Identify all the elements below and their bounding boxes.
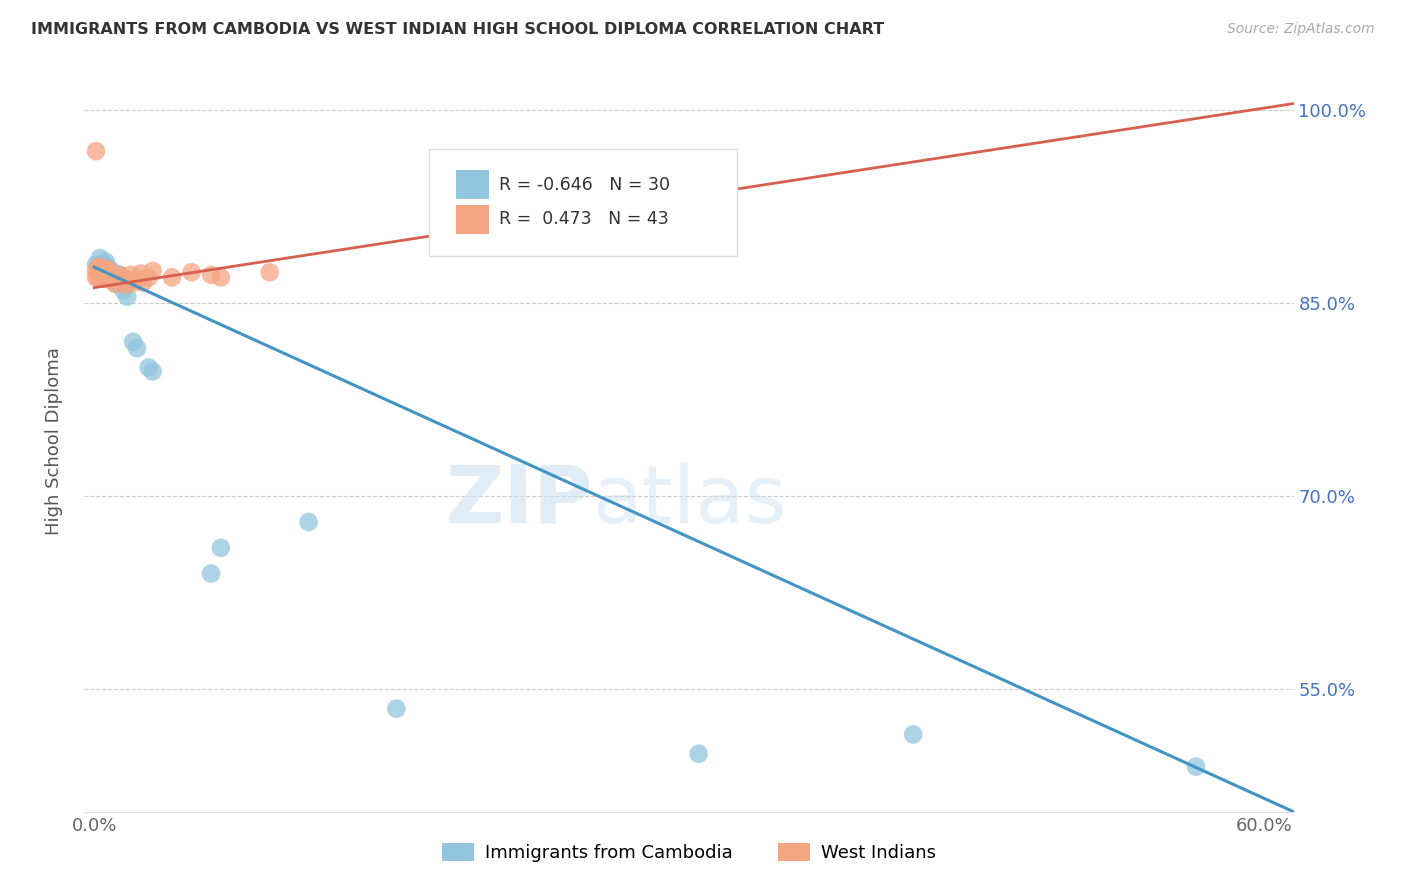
- Point: [100, 270, 122, 285]
- Text: R =  0.473   N = 43: R = 0.473 N = 43: [499, 211, 669, 228]
- Point: [93, 262, 115, 277]
- Point: [107, 273, 129, 287]
- Point: [87, 260, 110, 274]
- Point: [903, 727, 925, 741]
- Point: [93, 268, 115, 282]
- Point: [108, 268, 131, 282]
- Point: [453, 232, 475, 246]
- Point: [87, 260, 110, 274]
- Point: [89, 268, 111, 282]
- Text: atlas: atlas: [592, 462, 786, 540]
- Point: [117, 290, 139, 304]
- Point: [688, 747, 710, 761]
- Point: [84, 258, 107, 272]
- Point: [90, 271, 112, 285]
- Point: [89, 251, 111, 265]
- Point: [1185, 759, 1208, 773]
- Point: [84, 270, 107, 285]
- Point: [122, 276, 145, 290]
- Point: [84, 144, 107, 158]
- Point: [114, 278, 136, 293]
- Point: [209, 270, 232, 285]
- Point: [120, 268, 142, 282]
- Point: [93, 271, 115, 285]
- Text: R = -0.646   N = 30: R = -0.646 N = 30: [499, 176, 671, 194]
- Point: [385, 702, 408, 716]
- Point: [142, 364, 165, 378]
- Point: [90, 262, 112, 277]
- Point: [142, 264, 165, 278]
- Point: [129, 267, 152, 281]
- Point: [571, 154, 593, 169]
- Point: [200, 268, 222, 282]
- Point: [90, 264, 112, 278]
- Point: [94, 262, 117, 277]
- Point: [298, 515, 321, 529]
- Point: [104, 277, 127, 291]
- Point: [132, 276, 155, 290]
- Point: [90, 268, 112, 282]
- Point: [90, 258, 112, 272]
- Point: [87, 264, 110, 278]
- Point: [94, 265, 117, 279]
- Y-axis label: High School Diploma: High School Diploma: [45, 348, 63, 535]
- Point: [94, 255, 117, 269]
- FancyBboxPatch shape: [456, 169, 489, 200]
- Point: [108, 268, 131, 282]
- Point: [117, 273, 139, 287]
- Point: [200, 566, 222, 581]
- Point: [209, 541, 232, 555]
- Point: [93, 260, 115, 274]
- Point: [98, 273, 121, 287]
- Point: [98, 270, 121, 285]
- FancyBboxPatch shape: [429, 149, 737, 257]
- Point: [138, 270, 160, 285]
- Point: [94, 262, 117, 277]
- FancyBboxPatch shape: [456, 204, 489, 235]
- Point: [259, 265, 281, 279]
- Legend: Immigrants from Cambodia, West Indians: Immigrants from Cambodia, West Indians: [434, 836, 943, 870]
- Point: [84, 264, 107, 278]
- Point: [122, 334, 145, 349]
- Point: [97, 267, 120, 281]
- Point: [125, 341, 148, 355]
- Point: [125, 273, 148, 287]
- Text: IMMIGRANTS FROM CAMBODIA VS WEST INDIAN HIGH SCHOOL DIPLOMA CORRELATION CHART: IMMIGRANTS FROM CAMBODIA VS WEST INDIAN …: [31, 22, 884, 37]
- Point: [89, 264, 111, 278]
- Text: ZIP: ZIP: [444, 462, 592, 540]
- Point: [104, 277, 127, 291]
- Point: [160, 270, 183, 285]
- Point: [94, 270, 117, 285]
- Point: [93, 258, 115, 272]
- Point: [103, 270, 125, 285]
- Point: [97, 260, 120, 274]
- Point: [180, 265, 202, 279]
- Point: [89, 260, 111, 274]
- Point: [138, 360, 160, 375]
- Point: [100, 264, 122, 278]
- Text: Source: ZipAtlas.com: Source: ZipAtlas.com: [1227, 22, 1375, 37]
- Point: [112, 283, 135, 297]
- Point: [87, 270, 110, 285]
- Point: [107, 270, 129, 285]
- Point: [97, 270, 120, 285]
- Point: [97, 262, 120, 277]
- Point: [112, 270, 135, 285]
- Point: [103, 273, 125, 287]
